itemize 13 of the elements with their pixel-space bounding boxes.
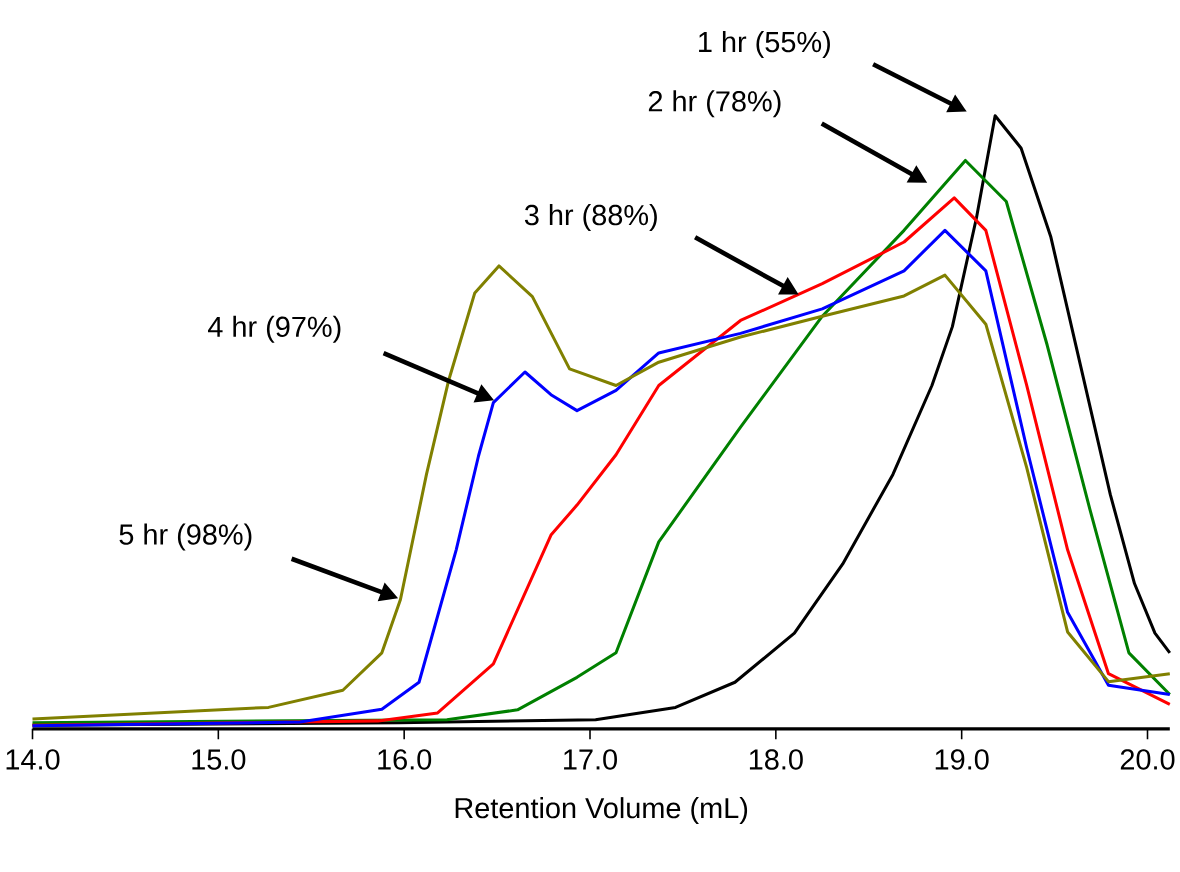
annotation: 3 hr (88%): [524, 203, 657, 231]
x-tick-label: 17.0: [564, 749, 617, 770]
x-tick-label: 16.0: [378, 749, 432, 770]
x-tick-label: 14.0: [6, 749, 60, 770]
x-tick-label: 15.0: [192, 749, 246, 770]
x-axis-title: Retention Volume (mL): [455, 796, 748, 824]
text: 1 hr (55%): [699, 30, 830, 58]
annotation: 5 hr (98%): [119, 523, 252, 551]
annotation: 4 hr (97%): [208, 315, 341, 343]
x-tick-label: 19.0: [935, 749, 989, 770]
x-tick-label: 20.0: [1120, 749, 1175, 770]
annotation: 2 hr (78%): [648, 90, 781, 118]
x-tick-label: 18.0: [749, 749, 803, 770]
